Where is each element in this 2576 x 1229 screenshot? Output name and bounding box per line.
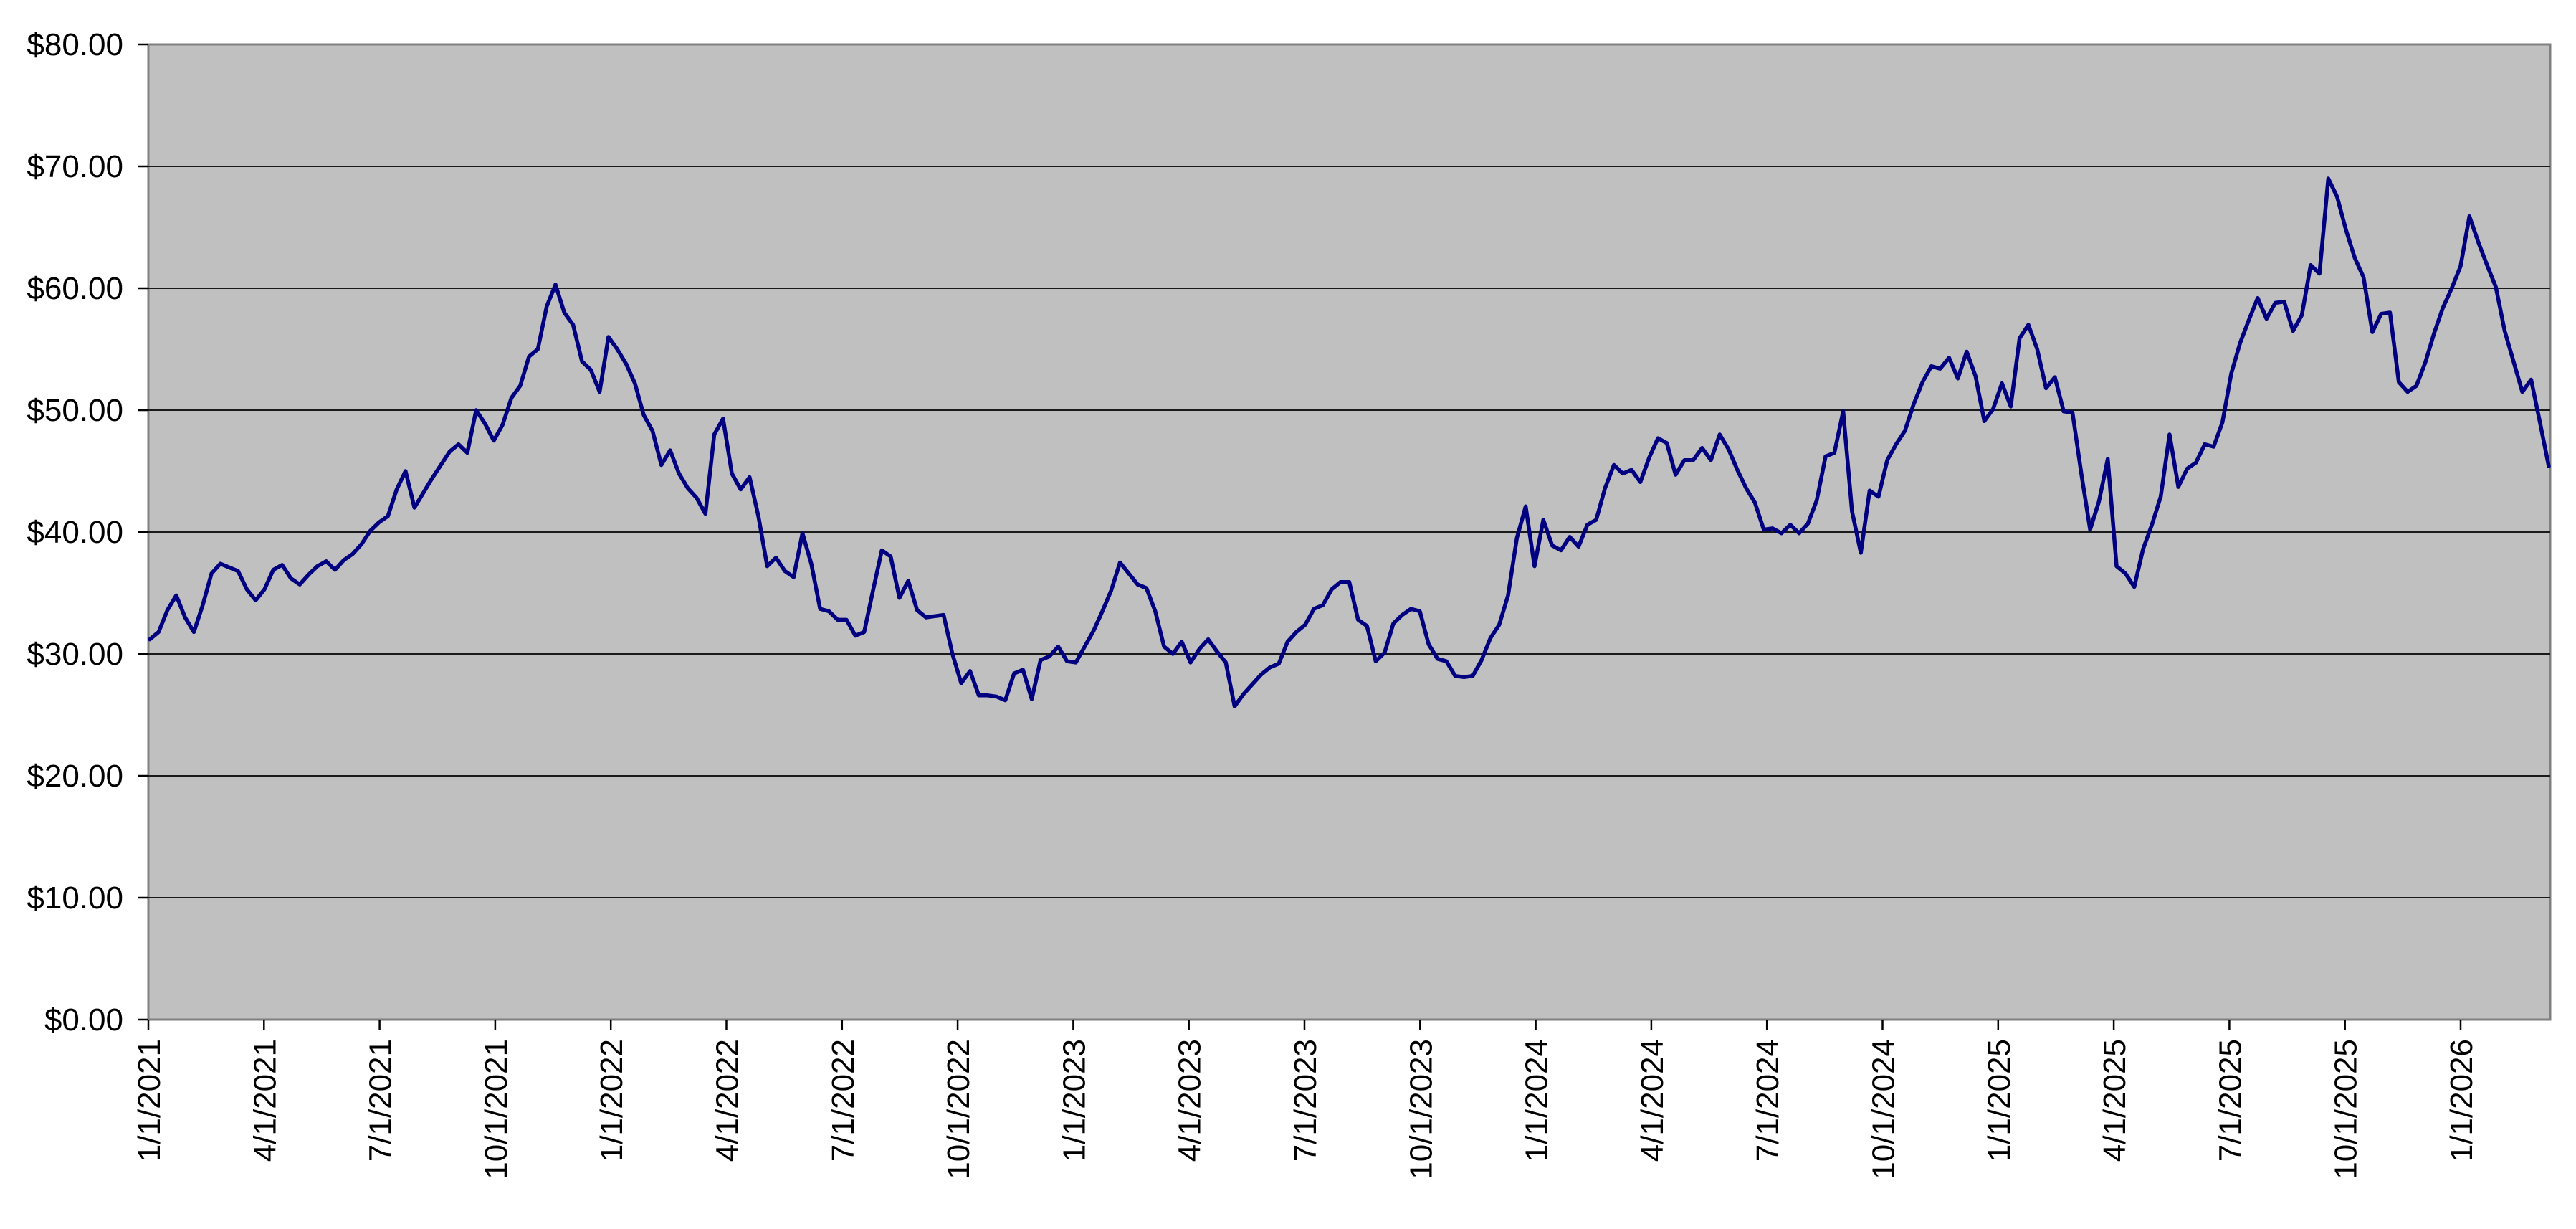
x-axis-label: 4/1/2024	[1635, 1039, 1670, 1162]
x-axis-label: 7/1/2023	[1288, 1039, 1323, 1162]
x-axis-label: 4/1/2025	[2097, 1039, 2132, 1162]
x-axis-label: 7/1/2024	[1750, 1039, 1785, 1162]
x-axis-label: 1/1/2026	[2444, 1039, 2479, 1162]
x-axis-label: 1/1/2021	[132, 1039, 167, 1162]
y-axis-label: $10.00	[27, 881, 123, 916]
x-axis-label: 10/1/2024	[1866, 1039, 1902, 1180]
price-series-line	[148, 176, 2551, 708]
y-axis-label: $50.00	[27, 393, 123, 428]
x-axis-label: 4/1/2023	[1173, 1039, 1208, 1162]
y-axis-label: $0.00	[44, 1002, 123, 1038]
x-axis-label: 1/1/2023	[1056, 1039, 1092, 1162]
x-axis-label: 10/1/2021	[479, 1039, 514, 1180]
y-axis-label: $30.00	[27, 637, 123, 672]
x-axis-label: 4/1/2021	[247, 1039, 282, 1162]
x-axis-label: 7/1/2022	[826, 1039, 861, 1162]
x-axis-label: 10/1/2025	[2329, 1039, 2364, 1180]
x-axis-label: 10/1/2022	[941, 1039, 976, 1180]
x-axis-label: 10/1/2023	[1403, 1039, 1439, 1180]
x-axis-label: 1/1/2024	[1520, 1039, 1555, 1162]
x-axis-label: 4/1/2022	[710, 1039, 745, 1162]
y-axis-label: $20.00	[27, 759, 123, 794]
y-axis-label: $60.00	[27, 271, 123, 306]
y-axis-label: $40.00	[27, 515, 123, 550]
x-axis-label: 7/1/2021	[363, 1039, 399, 1162]
x-axis-label: 1/1/2025	[1982, 1039, 2017, 1162]
y-axis-label: $80.00	[27, 27, 123, 62]
y-axis-label: $70.00	[27, 149, 123, 184]
x-axis-label: 7/1/2025	[2213, 1039, 2248, 1162]
x-axis-label: 1/1/2022	[594, 1039, 629, 1162]
